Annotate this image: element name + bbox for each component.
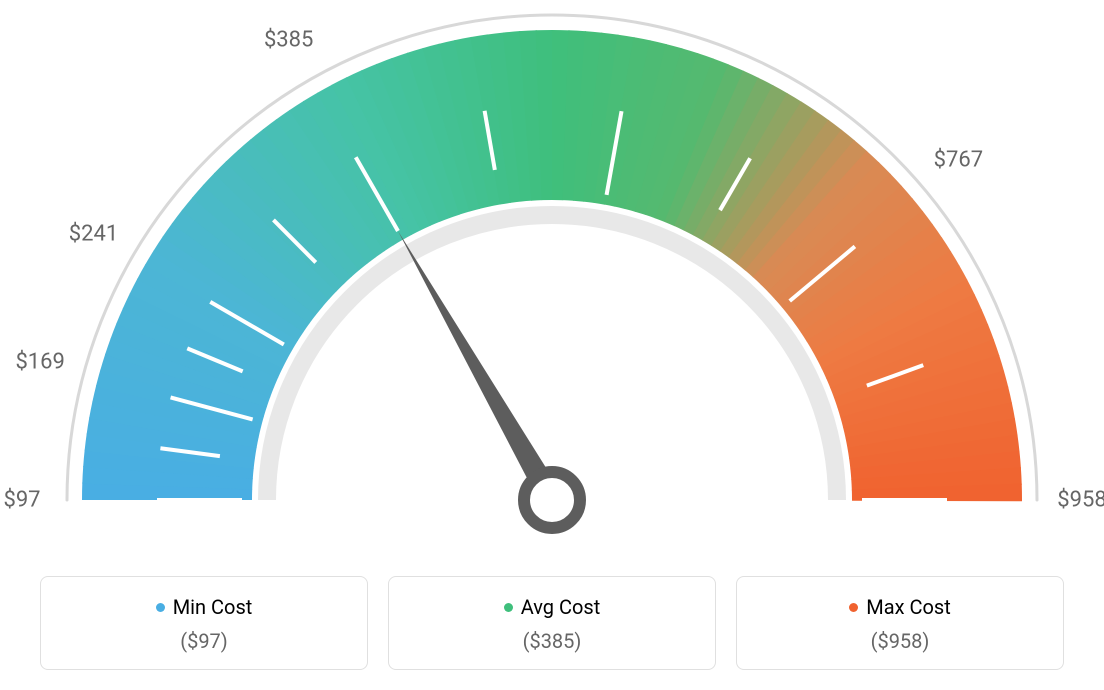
gauge-tick-label: $767 bbox=[934, 147, 983, 172]
legend-value-max: ($958) bbox=[737, 629, 1063, 653]
legend-title-max: Max Cost bbox=[849, 595, 951, 619]
legend-card-max: Max Cost ($958) bbox=[736, 576, 1064, 670]
gauge-chart: $97$169$241$385$576$767$958 bbox=[0, 0, 1104, 560]
legend-dot-max bbox=[849, 603, 858, 612]
legend-dot-avg bbox=[504, 603, 513, 612]
gauge-tick-label: $958 bbox=[1057, 488, 1104, 513]
legend-title-min: Min Cost bbox=[156, 595, 253, 619]
gauge-tick-label: $97 bbox=[3, 488, 40, 513]
gauge-tick-label: $385 bbox=[264, 28, 313, 53]
legend-card-avg: Avg Cost ($385) bbox=[388, 576, 716, 670]
legend-row: Min Cost ($97) Avg Cost ($385) Max Cost … bbox=[0, 576, 1104, 670]
legend-label-min: Min Cost bbox=[173, 595, 253, 619]
legend-label-avg: Avg Cost bbox=[521, 595, 601, 619]
gauge-tick-label: $169 bbox=[15, 350, 64, 375]
legend-label-max: Max Cost bbox=[866, 595, 951, 619]
gauge-tick-label: $241 bbox=[69, 222, 118, 247]
legend-value-avg: ($385) bbox=[389, 629, 715, 653]
legend-card-min: Min Cost ($97) bbox=[40, 576, 368, 670]
legend-title-avg: Avg Cost bbox=[504, 595, 601, 619]
gauge-svg bbox=[0, 0, 1104, 560]
legend-value-min: ($97) bbox=[41, 629, 367, 653]
legend-dot-min bbox=[156, 603, 165, 612]
